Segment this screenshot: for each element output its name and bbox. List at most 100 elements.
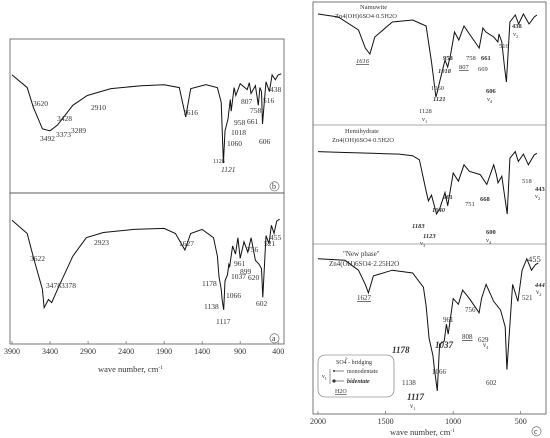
- peak-label: 668: [480, 196, 491, 203]
- band-label: ν1: [410, 402, 415, 411]
- peak-label: 1616: [356, 58, 370, 65]
- series-title: "New phase": [343, 250, 380, 258]
- panel-a-frame: [9, 192, 285, 345]
- peak-label: 1121: [221, 165, 235, 174]
- peak-label: 808: [462, 333, 473, 341]
- peak-label: 1121: [433, 96, 446, 103]
- peak-label: 602: [486, 379, 497, 387]
- peak-label: 1037: [435, 340, 454, 350]
- peak-label: 3378: [61, 281, 76, 290]
- peak-label: 661: [247, 117, 259, 126]
- legend-title-sup: 2-: [345, 356, 349, 361]
- peak-label: 3428: [57, 114, 72, 123]
- x-axis-label-left: wave number, cm-1: [98, 364, 163, 374]
- legend-box: SO4 - bridging 2- monodentate bidentate …: [317, 354, 395, 398]
- peak-label: 1037: [231, 272, 246, 281]
- peak-label: 438: [512, 23, 523, 30]
- spectrum-new-phase: [317, 257, 539, 391]
- peak-label: 455: [270, 233, 282, 242]
- peak-label: 443: [535, 186, 546, 193]
- peak-label: 1060: [431, 85, 444, 92]
- peak-label: 3492: [40, 134, 55, 143]
- panel-label-c-circle: [531, 426, 542, 437]
- peak-label: 1183: [412, 223, 425, 230]
- spectrum-b: [11, 73, 282, 164]
- peak-label: 1018: [438, 68, 452, 75]
- peak-label: 751: [465, 201, 475, 208]
- legend-item-bidentate: bidentate: [347, 379, 370, 385]
- band-label: ν4: [483, 341, 489, 350]
- peak-label: 1138: [204, 302, 219, 311]
- series-formula: Zn4(OH)6SO4·0.5H2O: [335, 13, 397, 20]
- panel-b-frame: [9, 38, 285, 194]
- peak-label: 516: [499, 43, 510, 50]
- peak-label: 756: [247, 245, 259, 254]
- band-label: ν2: [513, 31, 518, 39]
- panel-label-b-circle: [269, 181, 280, 192]
- peak-label: 1627: [357, 294, 372, 302]
- peak-label: 1123: [423, 233, 436, 240]
- band-label: ν1: [422, 116, 427, 124]
- band-label: ν3: [420, 240, 426, 248]
- peak-label: 899: [240, 267, 252, 276]
- panel-label-a: a: [272, 334, 276, 343]
- peak-label: 661: [481, 55, 491, 62]
- x-tick-label: 1500: [378, 417, 394, 426]
- peak-label: 756: [465, 306, 476, 314]
- peak-label: 606: [259, 137, 271, 146]
- peak-label: 3373: [56, 130, 71, 139]
- legend-item-monodentate: monodentate: [347, 369, 378, 375]
- x-tick-label: 400: [272, 347, 284, 356]
- series-formula: Zn4(OH)6SO4·0.5H2O: [332, 137, 394, 144]
- peak-label: 3622: [30, 254, 45, 263]
- peak-label: 1117: [407, 392, 425, 402]
- peak-label: 3289: [71, 126, 86, 135]
- peak-label: 2910: [91, 103, 106, 112]
- peak-label: 1018: [231, 128, 246, 137]
- peak-label: 629: [478, 336, 489, 344]
- x-tick-label: 1000: [445, 417, 461, 426]
- peak-label: 3620: [33, 99, 48, 108]
- x-tick-label: 3400: [42, 347, 58, 356]
- spectrum-hemihydrate: [317, 150, 538, 216]
- peak-label: 438: [270, 85, 282, 94]
- peak-label: 602: [256, 299, 268, 308]
- x-axis-ticks-left: 3900 3400 2900 2400 1900 1400 900 400: [4, 341, 284, 356]
- series-title: Hemihydrate: [345, 128, 379, 135]
- peak-label: 2923: [94, 238, 109, 247]
- band-label: ν4: [487, 96, 493, 104]
- peak-label: 606: [486, 88, 497, 95]
- legend-nu: ν1: [322, 374, 327, 381]
- peak-label: 444: [534, 282, 546, 289]
- peak-label: 961: [443, 194, 453, 201]
- legend-water: H2O: [335, 389, 347, 395]
- peak-label: 1627: [179, 239, 194, 248]
- peak-label: 455: [528, 254, 541, 264]
- band-label: ν2: [536, 288, 541, 297]
- peak-label: 1128: [213, 159, 225, 165]
- peak-label: 807: [241, 97, 253, 106]
- peak-label: 961: [234, 259, 246, 268]
- peak-label: 600: [486, 229, 496, 236]
- x-tick-label: 1400: [194, 347, 210, 356]
- peak-label: 958: [443, 55, 454, 62]
- band-label: ν4: [486, 237, 492, 245]
- peak-label: 1040: [432, 207, 446, 214]
- x-tick-label: 2900: [80, 347, 96, 356]
- peak-label: 1066: [226, 291, 241, 300]
- panel-label-c: c: [534, 427, 538, 436]
- peak-label: 516: [263, 96, 275, 105]
- series-formula: Zn4(OH)6SO4·2.25H2O: [329, 260, 399, 268]
- peak-label: 758: [250, 106, 262, 115]
- legend-title: SO4 - bridging: [336, 360, 372, 366]
- peak-label: 669: [478, 66, 488, 73]
- peak-label: 1060: [227, 139, 242, 148]
- peak-label: 521: [522, 294, 533, 302]
- peak-label: 620: [248, 273, 260, 282]
- panel-c-frame: [312, 1, 547, 415]
- peak-label: 1178: [202, 279, 217, 288]
- peak-label: 1117: [216, 317, 231, 326]
- peak-label: 807: [459, 64, 470, 71]
- peak-label: 1616: [183, 108, 198, 117]
